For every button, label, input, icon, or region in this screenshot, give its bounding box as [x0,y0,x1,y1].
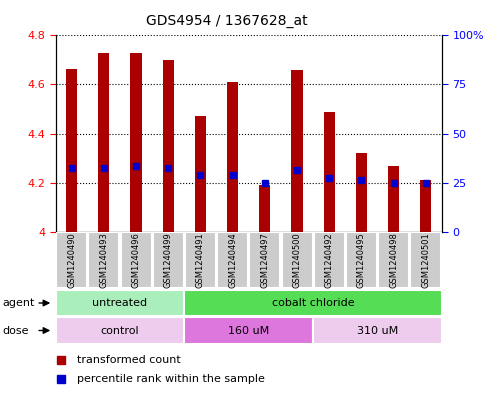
Text: GSM1240498: GSM1240498 [389,232,398,288]
Bar [259,185,270,232]
FancyBboxPatch shape [249,232,280,288]
Bar [98,53,110,232]
Text: GSM1240500: GSM1240500 [293,233,301,288]
Text: transformed count: transformed count [77,354,181,365]
Bar [130,53,142,232]
Text: GSM1240497: GSM1240497 [260,232,270,288]
Bar [163,60,174,232]
Text: dose: dose [2,325,29,336]
Text: GSM1240491: GSM1240491 [196,233,205,288]
FancyBboxPatch shape [185,232,216,288]
Bar [356,153,367,232]
FancyBboxPatch shape [282,232,313,288]
FancyBboxPatch shape [314,232,345,288]
Text: percentile rank within the sample: percentile rank within the sample [77,374,265,384]
Text: GSM1240499: GSM1240499 [164,233,173,288]
Text: control: control [100,325,139,336]
Text: GSM1240501: GSM1240501 [421,233,430,288]
FancyBboxPatch shape [411,232,441,288]
Text: GSM1240496: GSM1240496 [131,232,141,288]
FancyBboxPatch shape [313,317,442,344]
FancyBboxPatch shape [185,317,313,344]
Text: agent: agent [2,298,35,308]
Bar [420,180,431,232]
FancyBboxPatch shape [56,317,185,344]
FancyBboxPatch shape [346,232,377,288]
Text: GSM1240492: GSM1240492 [325,233,334,288]
Text: 160 uM: 160 uM [228,325,270,336]
FancyBboxPatch shape [88,232,119,288]
Text: GSM1240494: GSM1240494 [228,233,237,288]
Text: untreated: untreated [92,298,147,308]
FancyBboxPatch shape [378,232,409,288]
FancyBboxPatch shape [56,232,87,288]
Bar [227,82,238,232]
Text: GSM1240490: GSM1240490 [67,233,76,288]
Bar [324,112,335,232]
Bar [66,68,77,232]
Text: GSM1240495: GSM1240495 [357,233,366,288]
Text: GSM1240493: GSM1240493 [99,232,108,288]
FancyBboxPatch shape [217,232,248,288]
Text: GDS4954 / 1367628_at: GDS4954 / 1367628_at [146,14,308,28]
Bar [388,165,399,232]
Bar [291,70,303,232]
FancyBboxPatch shape [56,290,185,316]
FancyBboxPatch shape [185,290,442,316]
FancyBboxPatch shape [121,232,152,288]
Text: 310 uM: 310 uM [357,325,398,336]
FancyBboxPatch shape [153,232,184,288]
Text: cobalt chloride: cobalt chloride [272,298,355,308]
Bar [195,116,206,232]
